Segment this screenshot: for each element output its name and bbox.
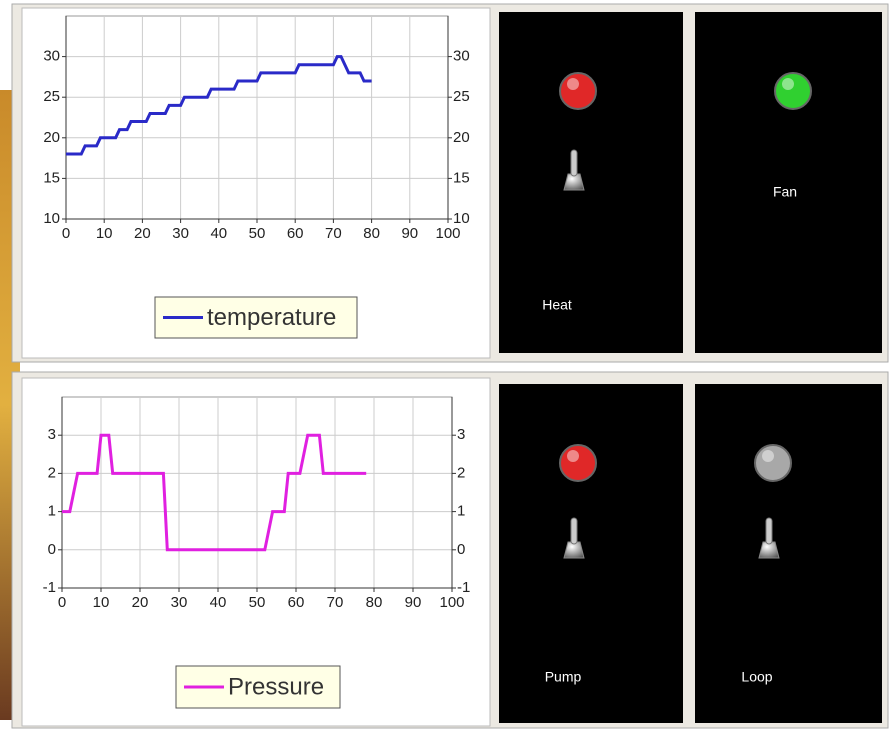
legend-label: Pressure <box>228 673 324 700</box>
x-tick-label: 60 <box>288 594 305 611</box>
control-panel <box>499 384 683 723</box>
control-panel <box>695 12 882 353</box>
x-tick-label: 40 <box>210 225 227 242</box>
y2-tick-label: 20 <box>453 129 470 146</box>
y-tick-label: 20 <box>43 129 60 146</box>
control-panel <box>695 384 882 723</box>
x-tick-label: 40 <box>210 594 227 611</box>
y2-tick-label: 2 <box>457 464 465 481</box>
y-tick-label: 30 <box>43 48 60 65</box>
x-tick-label: 50 <box>249 594 266 611</box>
y2-tick-label: 1 <box>457 503 465 520</box>
screen: 0102030405060708090100101015152020252530… <box>0 0 890 729</box>
x-tick-label: 80 <box>366 594 383 611</box>
y-tick-label: 1 <box>48 503 56 520</box>
x-tick-label: 70 <box>325 225 342 242</box>
led-highlight <box>782 78 794 90</box>
y2-tick-label: 25 <box>453 88 470 105</box>
led-highlight <box>567 450 579 462</box>
x-tick-label: 50 <box>249 225 266 242</box>
y2-tick-label: 15 <box>453 169 470 186</box>
x-tick-label: 0 <box>62 225 70 242</box>
x-tick-label: 80 <box>363 225 380 242</box>
x-tick-label: 90 <box>401 225 418 242</box>
x-tick-label: 70 <box>327 594 344 611</box>
toggle-lever[interactable] <box>571 150 577 176</box>
y2-tick-label: -1 <box>457 579 470 596</box>
led-highlight <box>567 78 579 90</box>
y2-tick-label: 30 <box>453 48 470 65</box>
x-tick-label: 100 <box>439 594 464 611</box>
x-tick-label: 60 <box>287 225 304 242</box>
toggle-lever[interactable] <box>766 518 772 544</box>
x-tick-label: 0 <box>58 594 66 611</box>
page: 0102030405060708090100101015152020252530… <box>0 0 890 729</box>
x-tick-label: 100 <box>435 225 460 242</box>
y-tick-label: 25 <box>43 88 60 105</box>
y-tick-label: 15 <box>43 169 60 186</box>
panel-label: Fan <box>773 184 797 200</box>
indicator-led <box>560 445 596 481</box>
y-tick-label: 3 <box>48 426 56 443</box>
y-tick-label: 0 <box>48 541 56 558</box>
indicator-led <box>775 73 811 109</box>
x-tick-label: 20 <box>134 225 151 242</box>
y2-tick-label: 0 <box>457 541 465 558</box>
indicator-led <box>560 73 596 109</box>
panel-label: Pump <box>545 669 582 685</box>
x-tick-label: 90 <box>405 594 422 611</box>
y-tick-label: 2 <box>48 464 56 481</box>
toggle-lever[interactable] <box>571 518 577 544</box>
x-tick-label: 10 <box>96 225 113 242</box>
x-tick-label: 30 <box>171 594 188 611</box>
y2-tick-label: 3 <box>457 426 465 443</box>
x-tick-label: 10 <box>93 594 110 611</box>
led-highlight <box>762 450 774 462</box>
x-tick-label: 30 <box>172 225 189 242</box>
panel-label: Loop <box>741 669 772 685</box>
legend-label: temperature <box>207 304 336 331</box>
y-tick-label: 10 <box>43 210 60 227</box>
x-tick-label: 20 <box>132 594 149 611</box>
control-panel <box>499 12 683 353</box>
y-tick-label: -1 <box>43 579 56 596</box>
indicator-led <box>755 445 791 481</box>
y2-tick-label: 10 <box>453 210 470 227</box>
panel-label: Heat <box>542 297 572 313</box>
